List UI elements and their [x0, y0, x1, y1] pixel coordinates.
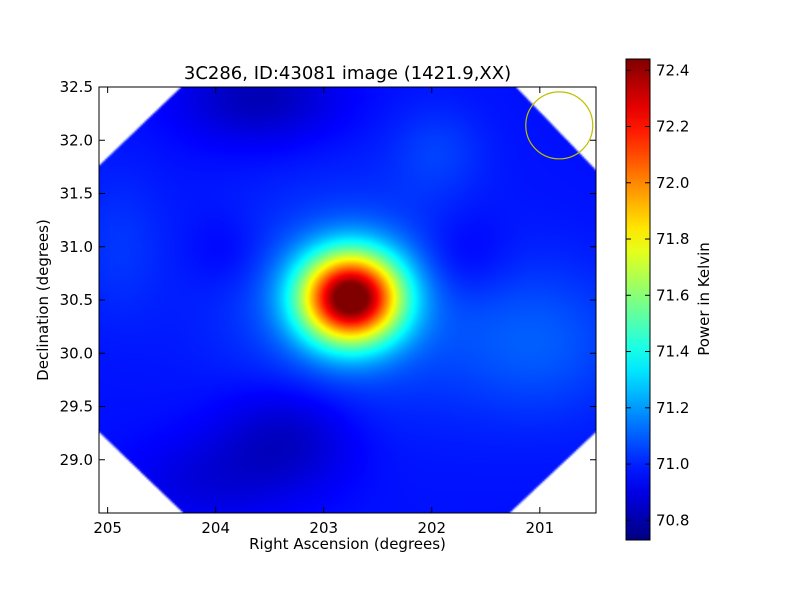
y-tick-label: 29.0: [60, 451, 93, 469]
x-tick-label: 202: [417, 519, 446, 537]
y-tick-label: 29.5: [60, 398, 93, 416]
colorbar-tick-label: 72.2: [656, 118, 689, 136]
y-tick-label: 31.5: [60, 185, 93, 203]
y-tick-label: 30.0: [60, 344, 93, 362]
colorbar-tick-label: 72.4: [656, 61, 689, 79]
colorbar-tick-label: 72.0: [656, 174, 689, 192]
y-tick-label: 32.0: [60, 131, 93, 149]
colorbar-tick-label: 71.8: [656, 230, 689, 248]
x-tick-label: 204: [201, 519, 230, 537]
y-tick-label: 31.0: [60, 238, 93, 256]
colorbar-tick-label: 71.4: [656, 343, 689, 361]
x-tick-label: 201: [525, 519, 554, 537]
beam-circle: [525, 91, 594, 160]
y-axis-ticks: 29.0 29.5 30.0 30.5 31.0 31.5 32.0 32.5: [60, 78, 596, 469]
x-axis-ticks: 205 204 203 202 201: [93, 87, 554, 537]
colorbar-tick-label: 71.6: [656, 286, 689, 304]
x-axis-label: Right Ascension (degrees): [249, 535, 446, 553]
colorbar-tick-label: 71.2: [656, 399, 689, 417]
colorbar-ticks: 70.8 71.0 71.2 71.4 71.6 71.8 72.0 72.2 72.4: [626, 61, 689, 529]
heatmap-layer: [99, 87, 596, 513]
y-axis-label: Declination (degrees): [34, 219, 52, 381]
x-tick-label: 205: [93, 519, 122, 537]
colorbar-tick-label: 71.0: [656, 455, 689, 473]
colorbar-gradient: [625, 58, 651, 541]
plot-area: 205 204 203 202 201 29.0 29.5 30.0 30.5 31.0 31.5…: [60, 78, 597, 537]
y-tick-label: 30.5: [60, 291, 93, 309]
colorbar-tick-label: 70.8: [656, 511, 689, 529]
colorbar: 70.8 71.0 71.2 71.4 71.6 71.8 72.0 72.2 72.4 Pow…: [625, 58, 713, 541]
colorbar-label: Power in Kelvin: [695, 242, 713, 356]
heatmap-image: [99, 87, 596, 513]
y-tick-label: 32.5: [60, 78, 93, 96]
chart-title: 3C286, ID:43081 image (1421.9,XX): [184, 63, 511, 84]
x-tick-label: 203: [309, 519, 338, 537]
